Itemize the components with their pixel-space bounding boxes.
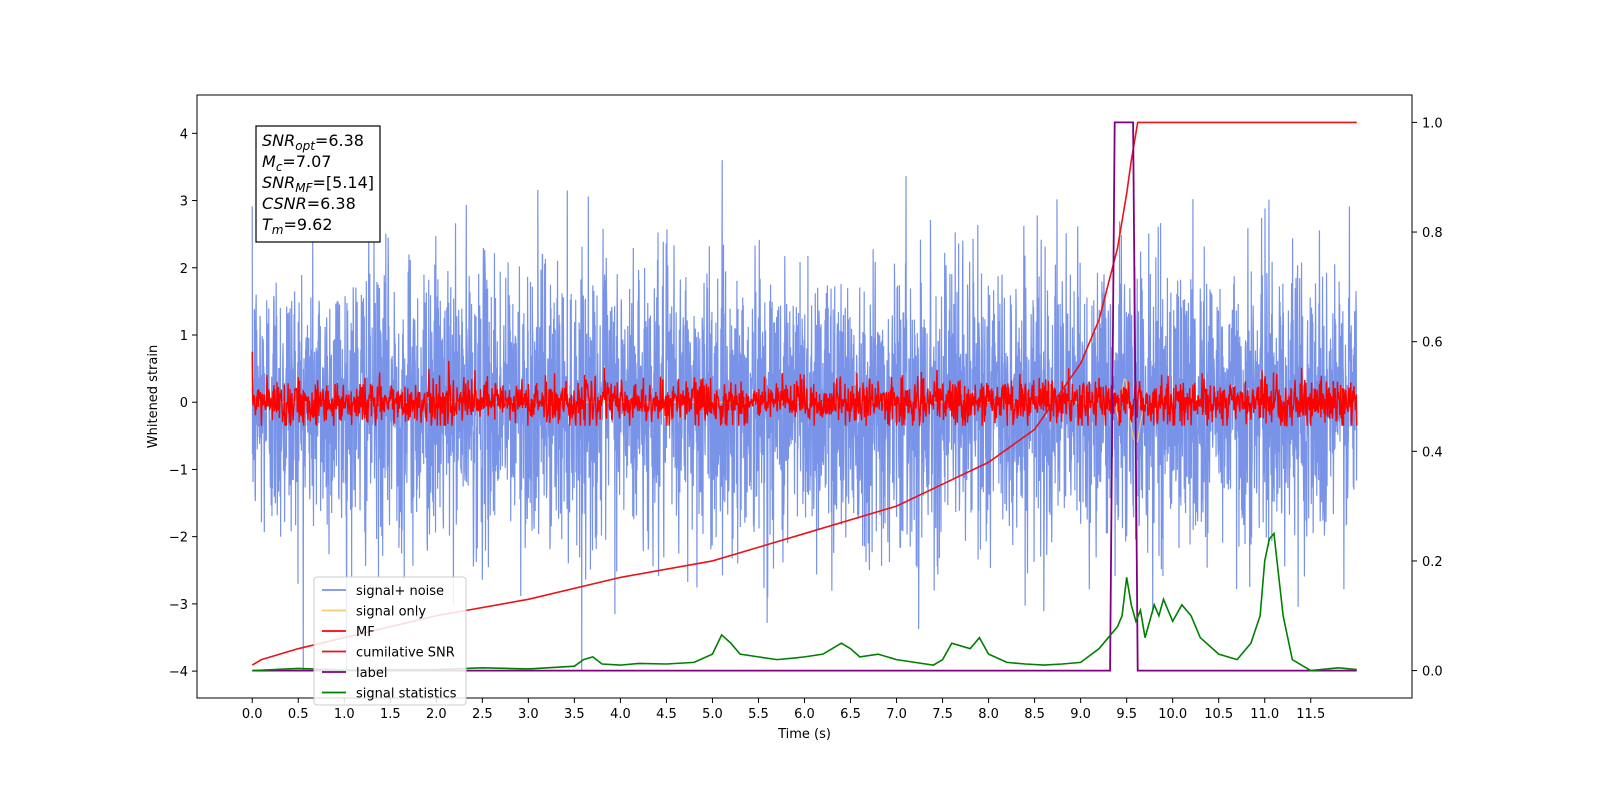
x-tick-label: 4.0 — [610, 707, 631, 722]
annotation-line: SNRMF=[5.14] — [262, 173, 374, 195]
legend-entry-label: cumilative SNR — [356, 646, 455, 661]
legend-frame — [313, 576, 467, 706]
y2-tick-label: 1.0 — [1422, 116, 1443, 131]
y-tick-label: 2 — [180, 262, 188, 277]
y-tick-label: 1 — [180, 329, 188, 344]
y-tick-label: 0 — [180, 396, 188, 411]
x-tick-label: 6.5 — [840, 707, 861, 722]
annotation-line: CSNR=6.38 — [262, 194, 356, 213]
y-axis-left-ticks: −4 −3 −2 −1 0 1 2 3 4 — [169, 127, 197, 680]
x-tick-label: 8.0 — [978, 707, 999, 722]
x-tick-label: 1.5 — [380, 707, 401, 722]
y2-tick-label: 0.4 — [1422, 445, 1443, 460]
x-tick-label: 8.5 — [1024, 707, 1045, 722]
x-tick-label: 2.0 — [426, 707, 447, 722]
x-tick-label: 7.5 — [932, 707, 953, 722]
y2-tick-label: 0.2 — [1422, 555, 1443, 570]
legend-entry-label: label — [356, 666, 387, 681]
annotation-line: Tm=9.62 — [262, 215, 333, 237]
y2-tick-label: 0.6 — [1422, 336, 1443, 351]
x-tick-label: 10.0 — [1158, 707, 1187, 722]
legend-entry-label: signal only — [356, 605, 426, 620]
x-tick-label: 5.0 — [702, 707, 723, 722]
y-axis-label: Whitened strain — [146, 345, 161, 448]
x-tick-label: 0.5 — [288, 707, 309, 722]
annotation-frame — [255, 125, 381, 243]
x-tick-label: 10.5 — [1204, 707, 1233, 722]
x-tick-label: 5.5 — [748, 707, 769, 722]
x-tick-label: 0.0 — [242, 707, 263, 722]
x-axis-ticks: 0.0 0.5 1.0 1.5 2.0 2.5 3.0 3.5 4.0 4.5 5.0 5.5 6.0 6… — [242, 698, 1325, 722]
x-tick-label: 11.5 — [1296, 707, 1325, 722]
x-tick-label: 1.0 — [334, 707, 355, 722]
x-tick-label: 9.5 — [1116, 707, 1137, 722]
series-label — [252, 121, 1357, 672]
legend-entry-label: signal+ noise — [356, 584, 444, 599]
series-mf — [251, 351, 1358, 427]
y-tick-label: −3 — [169, 598, 188, 613]
y-tick-label: −2 — [169, 531, 188, 546]
x-axis-label: Time (s) — [777, 727, 831, 742]
x-tick-label: 6.0 — [794, 707, 815, 722]
annotation-line: Mc=7.07 — [262, 152, 331, 174]
legend-entry-label: MF — [356, 625, 375, 640]
legend: signal+ noise signal only MF cumilative SNR… — [313, 576, 467, 706]
y-tick-label: 3 — [180, 195, 188, 210]
y-tick-label: −4 — [169, 665, 188, 680]
y-axis-right-ticks: 0.0 0.2 0.4 0.6 0.8 1.0 — [1412, 116, 1443, 680]
y-tick-label: 4 — [180, 127, 188, 142]
y-tick-label: −1 — [169, 463, 188, 478]
x-tick-label: 2.5 — [472, 707, 493, 722]
y2-tick-label: 0.8 — [1422, 226, 1443, 241]
series-signal-statistics — [252, 531, 1357, 672]
legend-entry-label: signal statistics — [356, 687, 457, 702]
y2-tick-label: 0.0 — [1422, 665, 1443, 680]
x-tick-label: 11.0 — [1250, 707, 1279, 722]
x-tick-label: 4.5 — [656, 707, 677, 722]
x-tick-label: 7.0 — [886, 707, 907, 722]
x-tick-label: 3.0 — [518, 707, 539, 722]
x-tick-label: 3.5 — [564, 707, 585, 722]
x-tick-label: 9.0 — [1070, 707, 1091, 722]
annotation-line: SNRopt=6.38 — [262, 131, 364, 153]
